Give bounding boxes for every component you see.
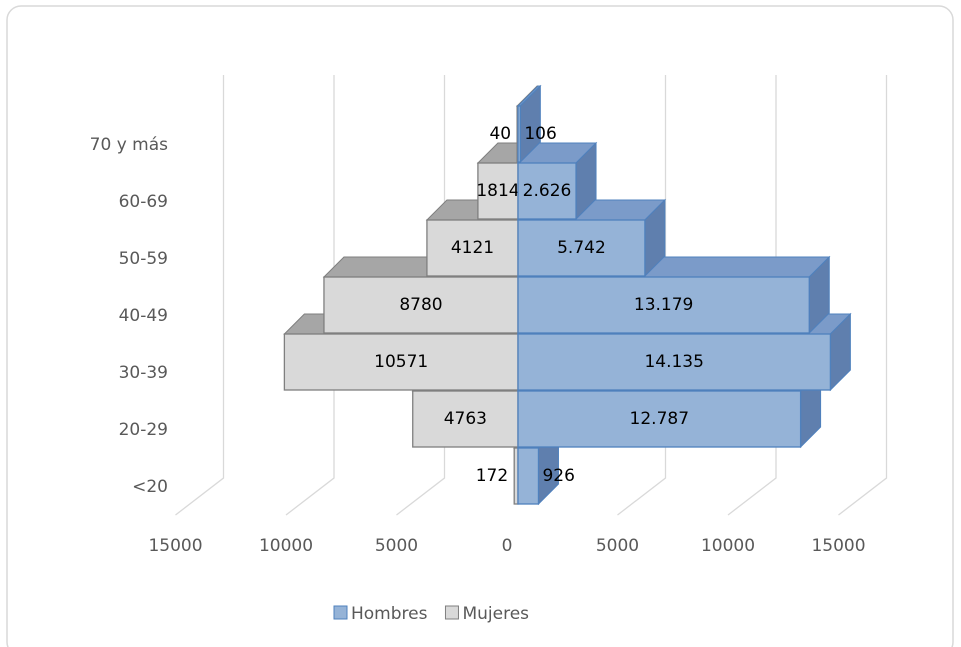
bar-face <box>477 162 519 220</box>
x-tick-label: 15000 <box>148 536 202 556</box>
x-tick-label: 10000 <box>259 536 313 556</box>
y-tick-label: 50-59 <box>119 249 168 269</box>
data-label: 12.787 <box>630 409 689 429</box>
bar-face <box>426 219 519 277</box>
data-label: 172 <box>476 466 508 486</box>
data-label: 10571 <box>374 352 428 372</box>
bar-face <box>517 447 540 505</box>
legend-label: Mujeres <box>462 604 529 624</box>
grid-line <box>727 75 777 516</box>
y-tick-label: 30-39 <box>119 363 168 383</box>
bar <box>516 84 542 164</box>
x-tick-label: 5000 <box>596 536 639 556</box>
data-label: 4763 <box>444 409 487 429</box>
bar-face <box>517 219 646 277</box>
x-tick-label: 0 <box>502 536 513 556</box>
bar-face <box>283 333 519 391</box>
grid-line <box>617 75 667 516</box>
y-tick-label: 60-69 <box>119 192 168 212</box>
bar-face <box>323 276 519 334</box>
y-tick-label: 20-29 <box>119 420 168 440</box>
grid-line <box>838 75 888 516</box>
legend-label: Hombres <box>351 604 428 624</box>
data-label: 106 <box>524 124 556 144</box>
bar-face <box>517 276 810 334</box>
bar-face <box>517 333 832 391</box>
y-tick-label: 70 y más <box>90 135 168 155</box>
data-label: 14.135 <box>644 352 703 372</box>
bar-face <box>412 390 519 448</box>
bar <box>516 141 598 221</box>
grid-line <box>285 75 335 516</box>
x-tick-label: 5000 <box>375 536 418 556</box>
data-label: 5.742 <box>557 238 606 258</box>
data-label: 13.179 <box>634 295 693 315</box>
data-label: 926 <box>542 466 574 486</box>
y-tick-label: <20 <box>132 477 168 497</box>
bar-face <box>517 105 521 163</box>
bar-face <box>517 390 802 448</box>
legend-swatch <box>333 605 348 620</box>
bar-face <box>517 162 577 220</box>
data-label: 8780 <box>399 295 442 315</box>
grid-line <box>175 75 225 516</box>
data-label: 2.626 <box>523 181 572 201</box>
data-label: 40 <box>489 124 511 144</box>
legend-swatch <box>444 605 459 620</box>
x-tick-label: 10000 <box>701 536 755 556</box>
y-tick-label: 40-49 <box>119 306 168 326</box>
data-label: 4121 <box>451 238 494 258</box>
data-label: 1814 <box>476 181 519 201</box>
x-tick-label: 15000 <box>811 536 865 556</box>
